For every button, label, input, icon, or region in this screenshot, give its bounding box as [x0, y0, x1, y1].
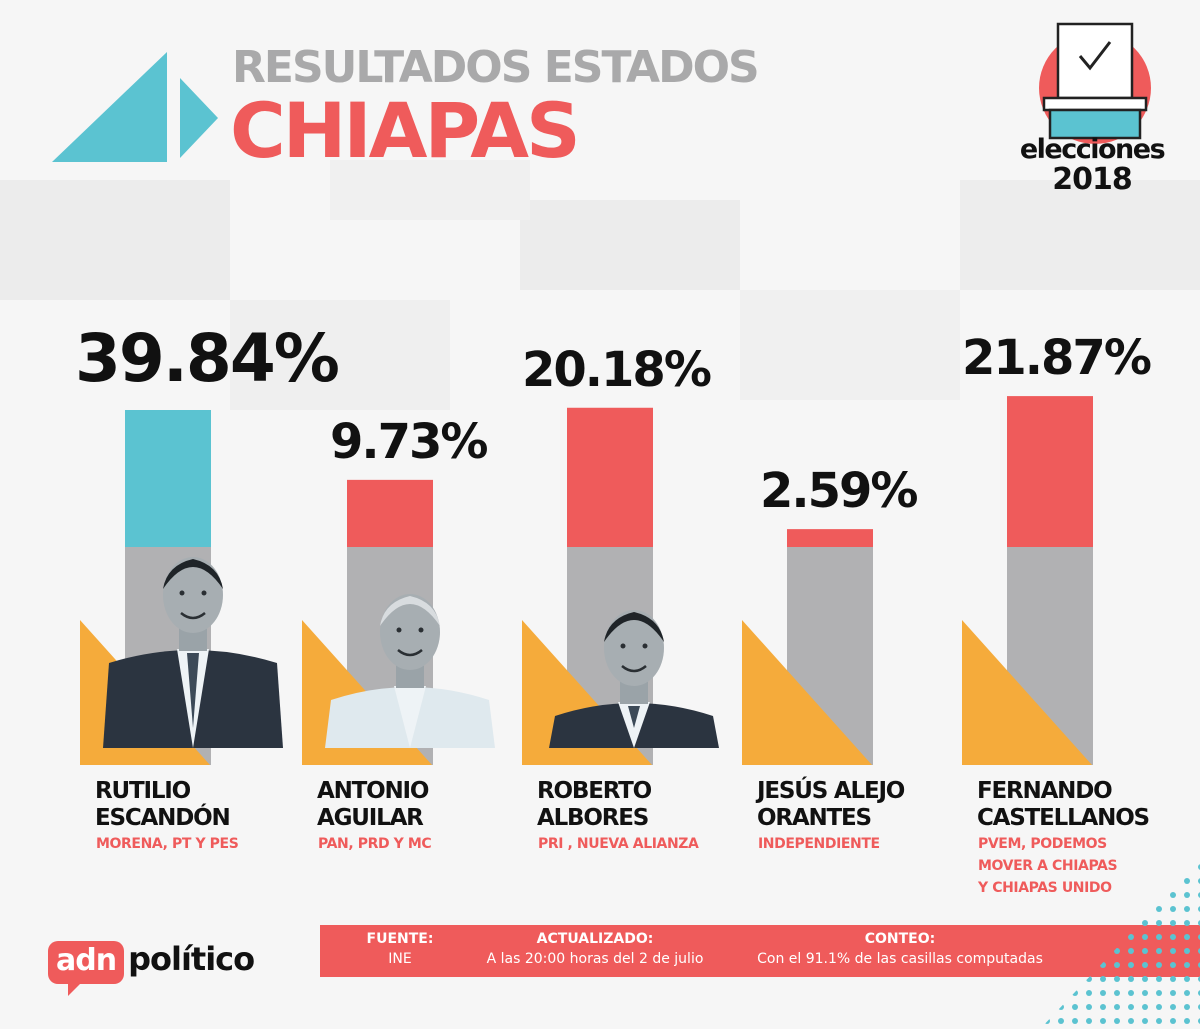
footer-source-value: INE	[388, 951, 412, 967]
candidate-name: RUTILIO	[95, 778, 191, 804]
footer-updated-label: ACTUALIZADO:	[536, 931, 654, 947]
logo-box-text: adn	[56, 943, 117, 978]
candidate-party: MORENA, PT Y PES	[96, 836, 239, 852]
dots-decoration	[1040, 860, 1200, 1029]
candidate-party: Y CHIAPAS UNIDO	[978, 880, 1112, 896]
header-arrow-decoration	[180, 78, 218, 158]
candidate-name: FERNANDO	[977, 778, 1113, 804]
value-label: 9.73%	[330, 413, 489, 470]
candidate-party: PAN, PRD Y MC	[318, 836, 432, 852]
candidate-party: PRI , NUEVA ALIANZA	[538, 836, 699, 852]
triangle-decoration	[962, 620, 1092, 765]
header-triangle-decoration	[52, 52, 167, 162]
adn-politico-logo: adn político	[48, 940, 255, 996]
badge-year: 2018	[1052, 162, 1133, 197]
badge-word: elecciones	[1019, 134, 1166, 165]
candidate-name: ALBORES	[537, 805, 649, 831]
page-title: CHIAPAS	[230, 86, 581, 175]
candidate-name: ROBERTO	[537, 778, 652, 804]
value-label: 20.18%	[522, 341, 712, 398]
bar	[347, 479, 433, 547]
triangle-decoration	[742, 620, 872, 765]
page-subtitle: RESULTADOS ESTADOS	[232, 42, 760, 93]
logo-tail	[68, 982, 82, 996]
candidate-photo	[103, 557, 283, 748]
candidate-photo	[325, 594, 495, 748]
bar	[787, 529, 873, 547]
footer-updated-value: A las 20:00 horas del 2 de julio	[486, 951, 704, 967]
value-label: 21.87%	[962, 330, 1152, 387]
candidate-party: INDEPENDIENTE	[758, 836, 880, 852]
value-label: 39.84%	[75, 320, 340, 397]
logo-text: político	[128, 940, 255, 978]
bar	[1007, 396, 1093, 547]
candidate-party: PVEM, PODEMOS	[978, 836, 1107, 852]
bar	[125, 410, 211, 547]
candidate-photo	[549, 610, 719, 748]
footer-band	[320, 925, 1200, 977]
footer-count-label: CONTEO:	[864, 931, 936, 947]
candidate-name: AGUILAR	[317, 805, 424, 831]
footer-source-label: FUENTE:	[366, 931, 434, 947]
bar	[567, 407, 653, 547]
ballot-box-icon	[1039, 22, 1151, 144]
candidate-name: ORANTES	[757, 805, 872, 831]
footer-count-value: Con el 91.1% de las casillas computadas	[757, 951, 1043, 967]
candidate-name: CASTELLANOS	[977, 805, 1150, 831]
candidate-name: ESCANDÓN	[95, 805, 231, 831]
value-label: 2.59%	[760, 463, 919, 520]
candidate-name: ANTONIO	[317, 778, 429, 804]
candidate-party: MOVER A CHIAPAS	[978, 858, 1118, 874]
candidate-name: JESÚS ALEJO	[757, 778, 905, 804]
logo-box: adn	[48, 941, 125, 996]
